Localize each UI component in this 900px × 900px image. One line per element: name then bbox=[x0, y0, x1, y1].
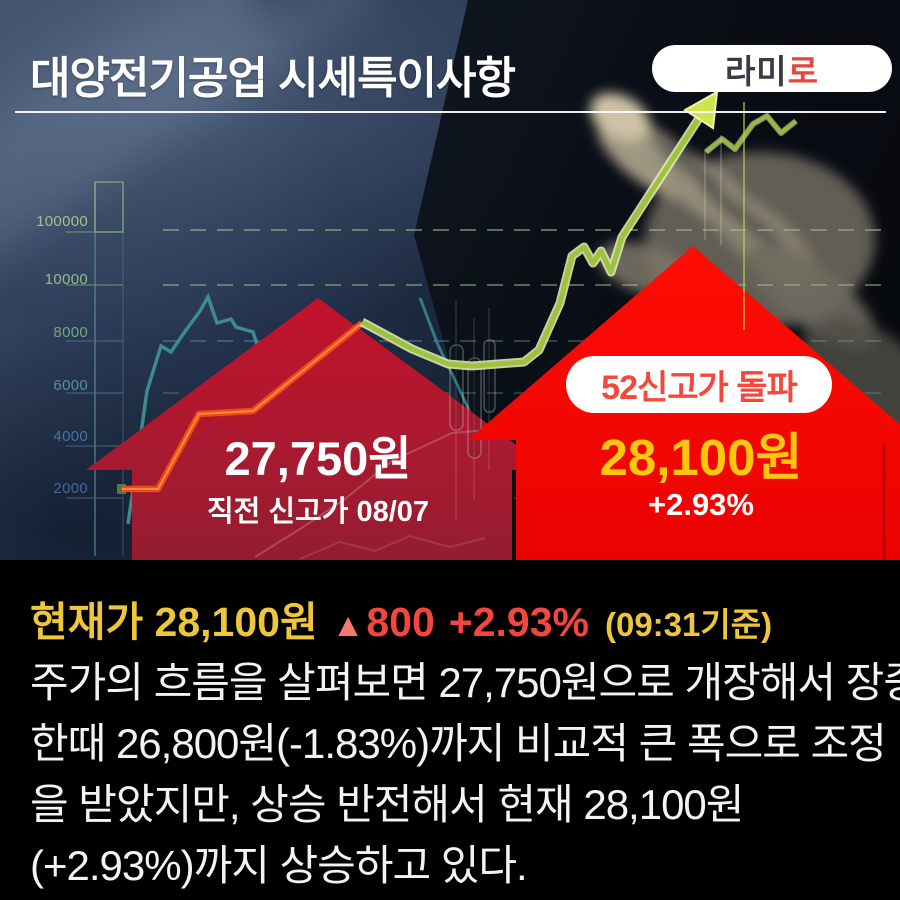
paragraph-line: 을 받았지만, 상승 반전해서 현재 28,100원 bbox=[30, 781, 744, 828]
timestamp: (09:31기준) bbox=[604, 606, 773, 643]
page-title: 대양전기공업 시세특이사항 bbox=[30, 54, 516, 103]
52week-high-badge: 52신고가 돌파 bbox=[566, 356, 832, 413]
change-amount: 800 bbox=[366, 599, 435, 645]
axis-top-candle bbox=[94, 181, 124, 233]
y-tick-label: 2000 bbox=[53, 480, 88, 497]
y-tick-label: 10000 bbox=[44, 271, 88, 288]
previous-high-caption: 직전 신고가 08/07 bbox=[206, 496, 430, 528]
left-house-callout bbox=[86, 298, 550, 560]
y-axis bbox=[66, 181, 124, 556]
current-price-label: 현재가 28,100원 bbox=[30, 599, 318, 645]
paragraph-line: (+2.93%)까지 상승하고 있다. bbox=[30, 842, 528, 889]
description-paragraph: 주가의 흐름을 살펴보면 27,750원으로 개장해서 장중 한때 26,800… bbox=[30, 652, 900, 896]
previous-high-price: 27,750원 bbox=[224, 432, 412, 485]
y-tick-label: 8000 bbox=[53, 324, 88, 341]
orange-price-line bbox=[117, 320, 365, 494]
ramiro-logo: 라미 로 bbox=[652, 45, 892, 92]
line-start-cap bbox=[117, 484, 126, 494]
current-high-price: 28,100원 bbox=[599, 429, 803, 486]
logo-text-dark: 라미 bbox=[724, 52, 788, 90]
status-line: 현재가 28,100원 ▲800 +2.93% (09:31기준) bbox=[30, 588, 772, 648]
current-change-percent: +2.93% bbox=[647, 487, 754, 522]
chartreuse-surge-line bbox=[359, 102, 798, 371]
y-tick-label: 4000 bbox=[53, 428, 88, 445]
arrow-head bbox=[683, 90, 719, 130]
logo-text-red: 로 bbox=[787, 52, 820, 90]
paragraph-line: 한때 26,800원(-1.83%)까지 비교적 큰 폭으로 조정 bbox=[30, 720, 887, 767]
up-triangle-icon: ▲ bbox=[331, 606, 365, 643]
pointing-hand bbox=[590, 93, 900, 466]
change-percent: +2.93% bbox=[448, 599, 589, 645]
title-underline bbox=[15, 111, 886, 113]
y-tick-label: 6000 bbox=[53, 377, 88, 394]
paragraph-line: 주가의 흐름을 살펴보면 27,750원으로 개장해서 장중 bbox=[30, 659, 900, 706]
summary-panel: 현재가 28,100원 ▲800 +2.93% (09:31기준) 주가의 흐름을 살… bbox=[0, 560, 900, 900]
ghost-trend-lines bbox=[254, 427, 513, 560]
y-tick-label: 100000 bbox=[36, 213, 88, 230]
